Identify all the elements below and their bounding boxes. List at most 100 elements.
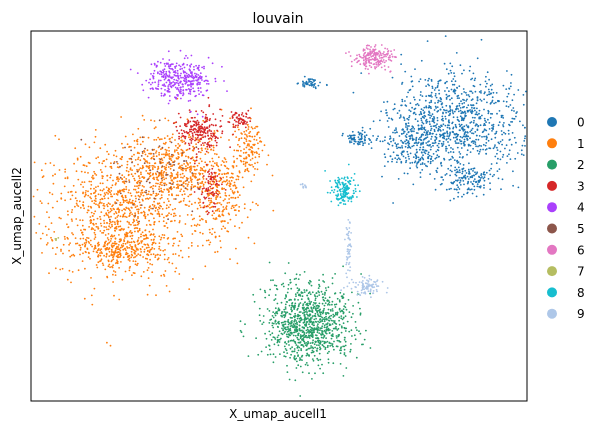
data-point (268, 345, 271, 347)
data-point (285, 328, 288, 331)
data-point (303, 85, 306, 88)
data-point (161, 208, 164, 210)
data-point (325, 289, 328, 292)
data-point (172, 215, 175, 218)
data-point (111, 223, 113, 226)
data-point (226, 202, 229, 204)
data-point (214, 137, 217, 140)
data-point (105, 247, 108, 250)
data-point (406, 150, 409, 153)
data-point (446, 87, 448, 89)
data-point (483, 135, 485, 138)
data-point (500, 130, 503, 132)
data-point (146, 160, 148, 163)
data-point (344, 344, 347, 347)
data-point (433, 130, 436, 133)
data-point (478, 91, 481, 93)
data-point (404, 104, 407, 107)
data-point (223, 187, 226, 190)
data-point (111, 235, 114, 238)
data-point (109, 220, 111, 223)
data-point (463, 125, 466, 128)
data-point (476, 129, 479, 132)
data-point (215, 144, 218, 147)
data-point (445, 145, 447, 148)
data-point (151, 271, 154, 274)
data-point (501, 139, 504, 141)
data-point (291, 350, 294, 353)
data-point (245, 134, 248, 137)
data-point (417, 127, 420, 130)
data-point (166, 258, 169, 261)
data-point (327, 319, 330, 322)
data-point (435, 138, 438, 140)
data-point (286, 335, 289, 338)
data-point (199, 199, 201, 201)
data-point (159, 197, 162, 200)
data-point (224, 180, 227, 183)
data-point (89, 216, 92, 218)
data-point (134, 260, 137, 263)
data-point (282, 314, 285, 317)
data-point (201, 188, 204, 190)
data-point (290, 299, 292, 301)
data-point (110, 174, 112, 177)
data-point (201, 79, 203, 81)
data-point (488, 93, 490, 96)
data-point (177, 143, 180, 145)
data-point (496, 152, 498, 155)
data-point (218, 210, 221, 213)
data-point (189, 93, 192, 95)
data-point (406, 127, 409, 129)
data-point (94, 236, 97, 239)
data-point (479, 98, 482, 101)
data-point (452, 112, 455, 115)
data-point (300, 335, 303, 338)
data-point (420, 143, 422, 146)
data-point (401, 81, 404, 84)
data-point (76, 224, 79, 227)
data-point (311, 358, 314, 360)
data-point (131, 155, 133, 158)
data-point (146, 250, 149, 253)
data-point (242, 152, 245, 154)
data-point (291, 302, 294, 304)
data-point (293, 320, 296, 323)
data-point (158, 215, 161, 218)
data-point (496, 170, 499, 173)
data-point (418, 80, 420, 83)
series-3-cluster-2 (193, 159, 227, 216)
data-point (296, 321, 298, 324)
data-point (169, 177, 172, 179)
data-point (164, 85, 167, 87)
data-point (119, 246, 122, 249)
data-point (208, 124, 211, 127)
data-point (173, 212, 176, 215)
data-point (273, 284, 276, 287)
data-point (512, 184, 514, 187)
data-point (139, 143, 142, 146)
data-point (272, 322, 275, 325)
data-point (399, 146, 402, 149)
data-point (211, 191, 213, 194)
data-point (202, 119, 205, 122)
data-point (319, 358, 322, 361)
data-point (103, 229, 106, 232)
data-point (120, 116, 122, 118)
data-point (214, 202, 216, 205)
data-point (241, 221, 243, 224)
data-point (497, 177, 500, 180)
data-point (372, 135, 374, 137)
data-point (467, 104, 470, 107)
data-point (428, 112, 431, 114)
data-point (472, 142, 475, 145)
data-point (502, 117, 505, 119)
data-point (429, 160, 432, 163)
data-point (83, 207, 85, 210)
data-point (473, 79, 476, 82)
data-point (167, 85, 170, 87)
data-point (36, 188, 39, 191)
data-point (494, 133, 496, 135)
data-point (90, 184, 93, 186)
data-point (421, 162, 424, 164)
